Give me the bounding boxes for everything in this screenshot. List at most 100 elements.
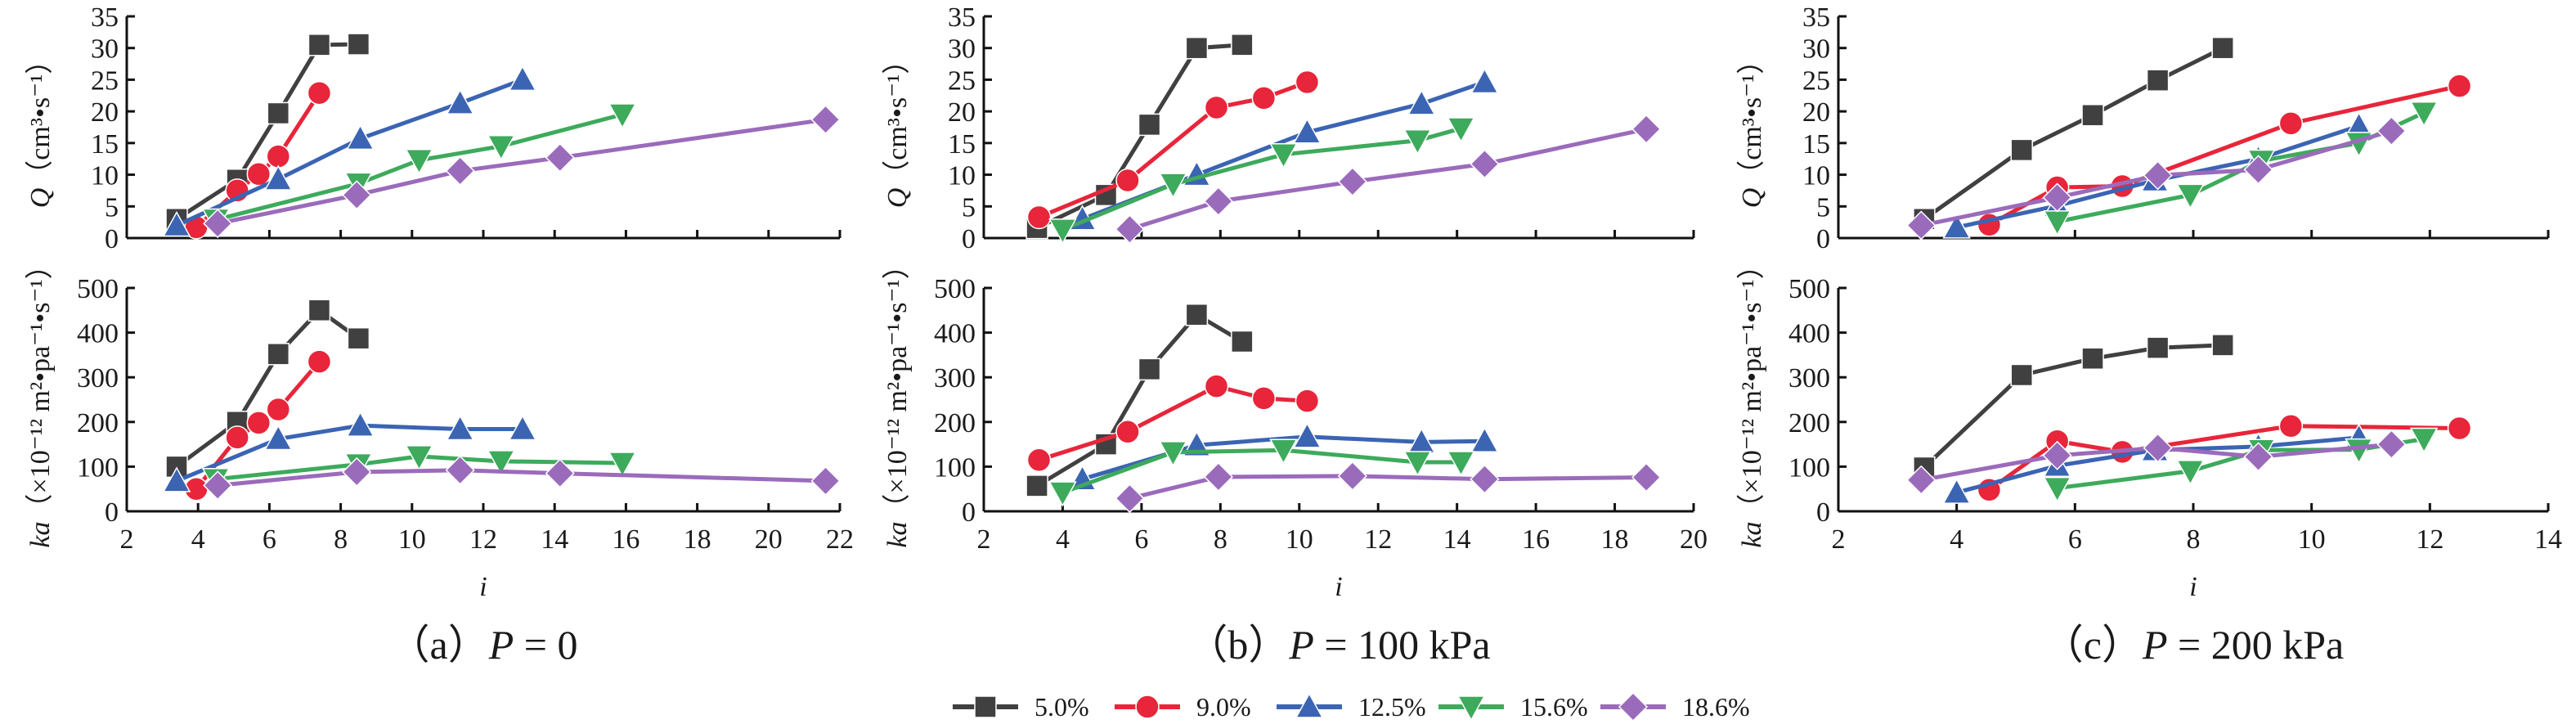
data-point	[307, 80, 332, 106]
x-tick-label: 4	[191, 524, 205, 555]
y-tick-label: 200	[77, 408, 119, 438]
series-9-0pct	[1026, 374, 1320, 472]
series-line	[217, 468, 826, 488]
x-tick-label: 4	[1950, 524, 1963, 555]
y-tick-label: 200	[934, 408, 976, 438]
data-point	[225, 425, 249, 450]
data-point	[1470, 464, 1500, 494]
y-tick-label: 30	[91, 34, 119, 65]
panel-b: 05101520253035Q（cm³•s⁻¹）0100200300400500…	[882, 2, 1708, 668]
data-point	[347, 33, 370, 56]
y-tick-label: 500	[77, 274, 119, 304]
data-point	[1447, 117, 1475, 143]
data-point	[508, 414, 537, 441]
y-tick-label: 5	[105, 192, 119, 223]
data-point	[1025, 474, 1048, 497]
y-axis-variable: Q	[1737, 188, 1767, 209]
x-tick-label: 12	[469, 524, 497, 555]
x-tick-label: 14	[2534, 524, 2562, 555]
data-point	[2211, 36, 2234, 60]
ka-subplot: 0 100 200 300 400 500 ka（×10⁻¹² m²•pa⁻¹•s⁻¹）	[882, 251, 1695, 548]
series-15-6pct	[2043, 427, 2439, 503]
x-tick-label: 10	[398, 524, 426, 555]
series-15-6pct	[1048, 117, 1475, 245]
data-point	[445, 155, 475, 186]
data-point	[445, 455, 475, 485]
data-point	[508, 65, 537, 92]
caption-value: = 100 kPa	[1314, 622, 1491, 668]
y-tick-label: 400	[77, 319, 119, 349]
x-tick-label: 6	[263, 524, 276, 555]
data-point	[1269, 143, 1298, 169]
data-point	[1159, 441, 1187, 467]
y-axis-unit: （cm³•s⁻¹）	[25, 47, 56, 188]
y-tick-label: 10	[948, 161, 976, 191]
data-point	[810, 465, 841, 496]
data-point	[162, 466, 191, 492]
panel-a: 05101520253035Q（cm³•s⁻¹）0100200300400500…	[25, 2, 854, 668]
data-point	[1470, 67, 1499, 94]
series-15-6pct	[1048, 438, 1475, 507]
data-point	[266, 397, 291, 422]
x-tick-label: 20	[1680, 524, 1708, 555]
data-point	[2376, 429, 2407, 460]
data-point	[2146, 69, 2170, 92]
data-point	[267, 343, 290, 366]
y-axis-unit: （cm³•s⁻¹）	[882, 47, 913, 188]
y-tick-label: 0	[1816, 224, 1830, 254]
x-tick-label: 12	[1364, 524, 1392, 555]
legend-label: 12.5%	[1358, 692, 1426, 722]
data-point	[1185, 36, 1209, 60]
series-5-0pct	[1913, 36, 2234, 231]
ka-subplot: 0 100 200 300 400 500 ka（×10⁻¹² m²•pa⁻¹•s⁻¹）	[1736, 251, 2550, 548]
y-tick-label: 0	[962, 224, 976, 254]
y-tick-label: 15	[1802, 129, 1830, 160]
series-5-0pct	[1025, 304, 1254, 497]
y-axis-variable: ka	[25, 521, 56, 547]
data-point	[307, 34, 331, 56]
x-tick-label: 20	[755, 524, 783, 555]
y-axis-variable: Q	[882, 188, 913, 209]
data-point	[405, 445, 433, 471]
data-point	[1048, 218, 1077, 245]
data-point	[2409, 427, 2439, 454]
y-tick-label: 10	[91, 161, 119, 191]
series-5-0pct	[165, 299, 370, 479]
x-axis-title: i	[1335, 572, 1342, 602]
legend-marker-icon	[1456, 695, 1486, 722]
y-tick-label: 0	[962, 497, 976, 528]
series-18-6pct	[1115, 114, 1662, 245]
data-point	[1269, 438, 1298, 465]
y-tick-label: 20	[91, 97, 119, 128]
data-point	[2409, 101, 2439, 128]
data-point	[1185, 304, 1209, 326]
data-point	[1231, 34, 1254, 56]
data-point	[1295, 389, 1320, 413]
x-tick-label: 18	[684, 524, 711, 555]
series-18-6pct	[1906, 429, 2407, 495]
data-point	[264, 164, 293, 191]
y-axis-title: ka（×10⁻¹² m²•pa⁻¹•s⁻¹）	[25, 251, 56, 547]
series-18-6pct	[1906, 116, 2407, 241]
y-tick-label: 25	[91, 65, 119, 96]
legend: 5.0% 9.0% 12.5% 15.6% 18.6%	[953, 691, 1750, 722]
data-point	[1203, 461, 1233, 492]
legend-marker-icon	[1135, 695, 1160, 719]
y-tick-label: 300	[1788, 363, 1830, 393]
data-point	[1026, 447, 1052, 472]
data-point	[2243, 442, 2273, 472]
y-tick-label: 100	[934, 452, 976, 483]
legend-marker-icon	[1295, 692, 1324, 718]
data-point	[446, 88, 474, 115]
data-point	[487, 450, 516, 476]
data-point	[1115, 214, 1145, 245]
y-tick-label: 0	[1816, 497, 1830, 528]
data-point	[347, 326, 370, 350]
data-point	[1295, 70, 1320, 95]
data-point	[342, 180, 372, 210]
series-15-6pct	[201, 445, 637, 494]
x-axis-title: i	[2189, 572, 2197, 602]
data-point	[1115, 483, 1145, 514]
